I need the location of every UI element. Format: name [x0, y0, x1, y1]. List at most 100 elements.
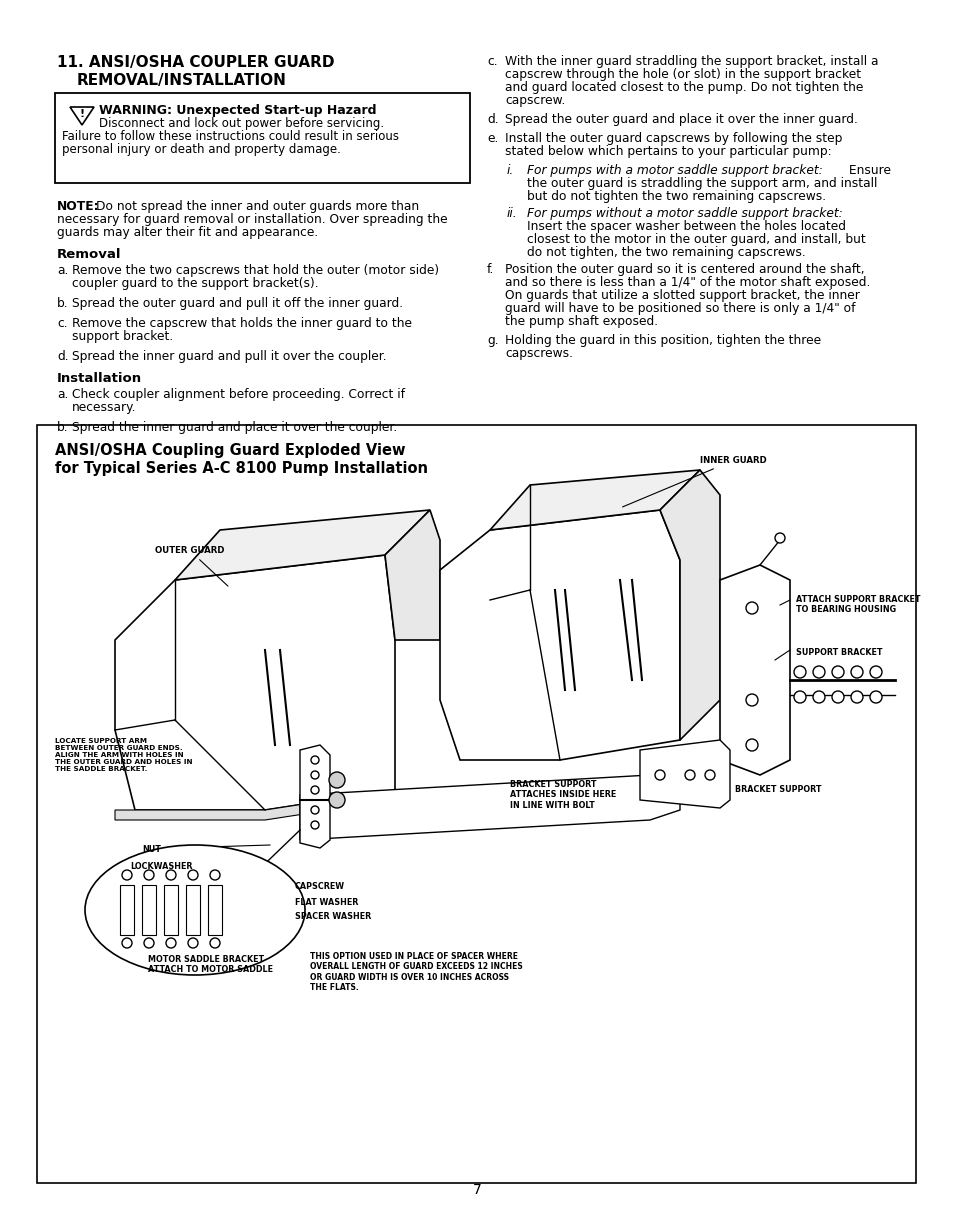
Circle shape — [793, 691, 805, 703]
Circle shape — [311, 821, 318, 829]
Text: g.: g. — [486, 333, 498, 347]
Text: Do not spread the inner and outer guards more than: Do not spread the inner and outer guards… — [96, 200, 418, 213]
Circle shape — [166, 870, 175, 880]
Circle shape — [311, 756, 318, 764]
Circle shape — [745, 602, 758, 615]
Text: closest to the motor in the outer guard, and install, but: closest to the motor in the outer guard,… — [526, 232, 864, 246]
Text: capscrews.: capscrews. — [504, 347, 573, 360]
Circle shape — [850, 666, 862, 678]
Text: Insert the spacer washer between the holes located: Insert the spacer washer between the hol… — [526, 220, 845, 232]
Polygon shape — [299, 745, 330, 848]
Text: NOTE:: NOTE: — [57, 200, 99, 213]
Text: necessary.: necessary. — [71, 400, 136, 414]
Polygon shape — [186, 885, 200, 935]
Text: Holding the guard in this position, tighten the three: Holding the guard in this position, tigh… — [504, 333, 821, 347]
Text: guards may alter their fit and appearance.: guards may alter their fit and appearanc… — [57, 226, 318, 239]
Text: Check coupler alignment before proceeding. Correct if: Check coupler alignment before proceedin… — [71, 388, 405, 400]
Text: i.: i. — [506, 164, 514, 176]
Text: !: ! — [79, 110, 85, 119]
Text: Remove the two capscrews that hold the outer (motor side): Remove the two capscrews that hold the o… — [71, 264, 438, 277]
Text: coupler guard to the support bracket(s).: coupler guard to the support bracket(s). — [71, 277, 318, 290]
Text: Installation: Installation — [57, 372, 142, 385]
Polygon shape — [174, 510, 430, 581]
Text: NUT: NUT — [142, 845, 161, 854]
Text: capscrew.: capscrew. — [504, 94, 565, 107]
Text: and guard located closest to the pump. Do not tighten the: and guard located closest to the pump. D… — [504, 82, 862, 94]
Text: Spread the outer guard and place it over the inner guard.: Spread the outer guard and place it over… — [504, 113, 857, 127]
Circle shape — [122, 870, 132, 880]
Text: f.: f. — [486, 263, 494, 276]
Text: ii.: ii. — [506, 207, 517, 220]
Circle shape — [869, 691, 882, 703]
Text: For pumps without a motor saddle support bracket:: For pumps without a motor saddle support… — [526, 207, 841, 220]
Circle shape — [311, 772, 318, 779]
Text: Position the outer guard so it is centered around the shaft,: Position the outer guard so it is center… — [504, 263, 863, 276]
Text: support bracket.: support bracket. — [71, 330, 173, 343]
Text: OUTER GUARD: OUTER GUARD — [154, 546, 228, 587]
Circle shape — [831, 666, 843, 678]
Text: the outer guard is straddling the support arm, and install: the outer guard is straddling the suppor… — [526, 176, 877, 190]
Circle shape — [329, 792, 345, 808]
Text: and so there is less than a 1/4" of the motor shaft exposed.: and so there is less than a 1/4" of the … — [504, 276, 869, 288]
Text: FLAT WASHER: FLAT WASHER — [294, 898, 358, 907]
Circle shape — [704, 770, 714, 780]
Text: MOTOR SADDLE BRACKET
ATTACH TO MOTOR SADDLE: MOTOR SADDLE BRACKET ATTACH TO MOTOR SAD… — [148, 955, 273, 975]
Circle shape — [311, 786, 318, 793]
Polygon shape — [115, 790, 395, 820]
Polygon shape — [120, 885, 133, 935]
Circle shape — [144, 870, 153, 880]
Polygon shape — [659, 470, 720, 740]
Polygon shape — [142, 885, 156, 935]
Polygon shape — [115, 555, 395, 811]
Text: b.: b. — [57, 297, 69, 310]
Polygon shape — [164, 885, 178, 935]
Text: SUPPORT BRACKET: SUPPORT BRACKET — [795, 647, 882, 657]
Circle shape — [793, 666, 805, 678]
Text: a.: a. — [57, 388, 69, 400]
Text: Spread the inner guard and pull it over the coupler.: Spread the inner guard and pull it over … — [71, 350, 386, 363]
Text: but do not tighten the two remaining capscrews.: but do not tighten the two remaining cap… — [526, 190, 825, 203]
Circle shape — [745, 694, 758, 706]
Polygon shape — [385, 510, 439, 640]
Circle shape — [122, 938, 132, 948]
Text: LOCATE SUPPORT ARM
BETWEEN OUTER GUARD ENDS.
ALIGN THE ARM WITH HOLES IN
THE OUT: LOCATE SUPPORT ARM BETWEEN OUTER GUARD E… — [55, 738, 193, 772]
Circle shape — [311, 806, 318, 814]
Text: SPACER WASHER: SPACER WASHER — [294, 912, 371, 921]
Text: CAPSCREW: CAPSCREW — [294, 882, 345, 891]
Text: Remove the capscrew that holds the inner guard to the: Remove the capscrew that holds the inner… — [71, 316, 412, 330]
Text: necessary for guard removal or installation. Over spreading the: necessary for guard removal or installat… — [57, 213, 447, 226]
Text: THIS OPTION USED IN PLACE OF SPACER WHERE
OVERALL LENGTH OF GUARD EXCEEDS 12 INC: THIS OPTION USED IN PLACE OF SPACER WHER… — [310, 952, 522, 992]
Text: Removal: Removal — [57, 248, 121, 260]
Text: personal injury or death and property damage.: personal injury or death and property da… — [62, 144, 340, 156]
Circle shape — [850, 691, 862, 703]
Text: c.: c. — [486, 55, 497, 68]
Text: guard will have to be positioned so there is only a 1/4" of: guard will have to be positioned so ther… — [504, 302, 855, 315]
Circle shape — [869, 666, 882, 678]
Polygon shape — [490, 470, 700, 529]
Circle shape — [655, 770, 664, 780]
Text: With the inner guard straddling the support bracket, install a: With the inner guard straddling the supp… — [504, 55, 878, 68]
Text: BRACKET SUPPORT: BRACKET SUPPORT — [734, 785, 821, 793]
Text: INNER GUARD: INNER GUARD — [622, 456, 766, 507]
Text: Failure to follow these instructions could result in serious: Failure to follow these instructions cou… — [62, 130, 398, 144]
Text: e.: e. — [486, 131, 497, 145]
Circle shape — [329, 772, 345, 787]
Text: d.: d. — [57, 350, 69, 363]
Circle shape — [745, 739, 758, 751]
Text: Spread the inner guard and place it over the coupler.: Spread the inner guard and place it over… — [71, 421, 396, 434]
FancyBboxPatch shape — [37, 425, 915, 1183]
Text: REMOVAL/INSTALLATION: REMOVAL/INSTALLATION — [77, 73, 287, 88]
Polygon shape — [70, 107, 94, 125]
Text: ANSI/OSHA Coupling Guard Exploded View: ANSI/OSHA Coupling Guard Exploded View — [55, 443, 405, 458]
Polygon shape — [639, 740, 729, 808]
Circle shape — [812, 666, 824, 678]
Circle shape — [188, 938, 198, 948]
Circle shape — [144, 938, 153, 948]
Circle shape — [210, 870, 220, 880]
Text: capscrew through the hole (or slot) in the support bracket: capscrew through the hole (or slot) in t… — [504, 68, 861, 82]
Text: 11. ANSI/OSHA COUPLER GUARD: 11. ANSI/OSHA COUPLER GUARD — [57, 55, 335, 71]
Circle shape — [831, 691, 843, 703]
Text: Ensure: Ensure — [844, 164, 890, 176]
Circle shape — [812, 691, 824, 703]
Text: ATTACH SUPPORT BRACKET
TO BEARING HOUSING: ATTACH SUPPORT BRACKET TO BEARING HOUSIN… — [795, 595, 920, 615]
